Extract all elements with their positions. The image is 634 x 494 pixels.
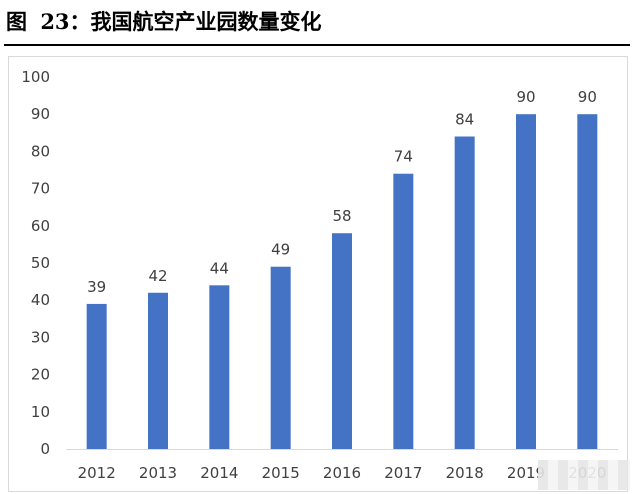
data-label: 58 <box>332 207 351 225</box>
y-tick-label: 80 <box>31 142 50 160</box>
bar <box>270 266 291 449</box>
x-tick-label: 2018 <box>446 464 484 482</box>
data-label: 39 <box>87 278 106 296</box>
data-label: 49 <box>271 241 290 259</box>
x-tick-label: 2014 <box>200 464 238 482</box>
y-tick-label: 20 <box>31 366 50 384</box>
bar <box>454 136 475 449</box>
bar <box>209 285 230 449</box>
y-tick-label: 50 <box>31 254 50 272</box>
data-label: 90 <box>578 88 597 106</box>
y-tick-label: 100 <box>21 68 50 86</box>
bar <box>516 114 536 449</box>
y-tick-label: 10 <box>31 403 50 421</box>
x-tick-label: 2013 <box>139 464 177 482</box>
x-tick-label: 2012 <box>78 464 116 482</box>
y-tick-label: 40 <box>31 291 50 309</box>
data-label: 42 <box>148 267 167 285</box>
bar <box>332 233 352 449</box>
y-tick-label: 30 <box>31 328 50 346</box>
bar <box>86 303 107 449</box>
bar <box>148 292 168 449</box>
bar <box>577 114 598 449</box>
y-tick-label: 60 <box>31 217 50 235</box>
bar <box>393 173 414 449</box>
y-tick-label: 70 <box>31 180 50 198</box>
data-label: 44 <box>210 259 229 277</box>
data-label: 84 <box>455 111 474 129</box>
watermark-blur <box>538 460 630 490</box>
title-rule <box>4 44 630 46</box>
figure-number-label: 图 <box>6 9 27 34</box>
chart-frame <box>8 56 628 492</box>
x-tick-label: 2016 <box>323 464 361 482</box>
y-tick-label: 90 <box>31 105 50 123</box>
data-label: 74 <box>394 148 413 166</box>
figure-title-text: 23：我国航空产业园数量变化 <box>40 9 322 34</box>
y-tick-label: 0 <box>40 440 50 458</box>
figure-title: 图 23：我国航空产业园数量变化 <box>6 6 328 38</box>
x-tick-label: 2015 <box>262 464 300 482</box>
x-tick-label: 2017 <box>384 464 422 482</box>
data-label: 90 <box>516 88 535 106</box>
x-tick-label: 2019 <box>507 464 545 482</box>
